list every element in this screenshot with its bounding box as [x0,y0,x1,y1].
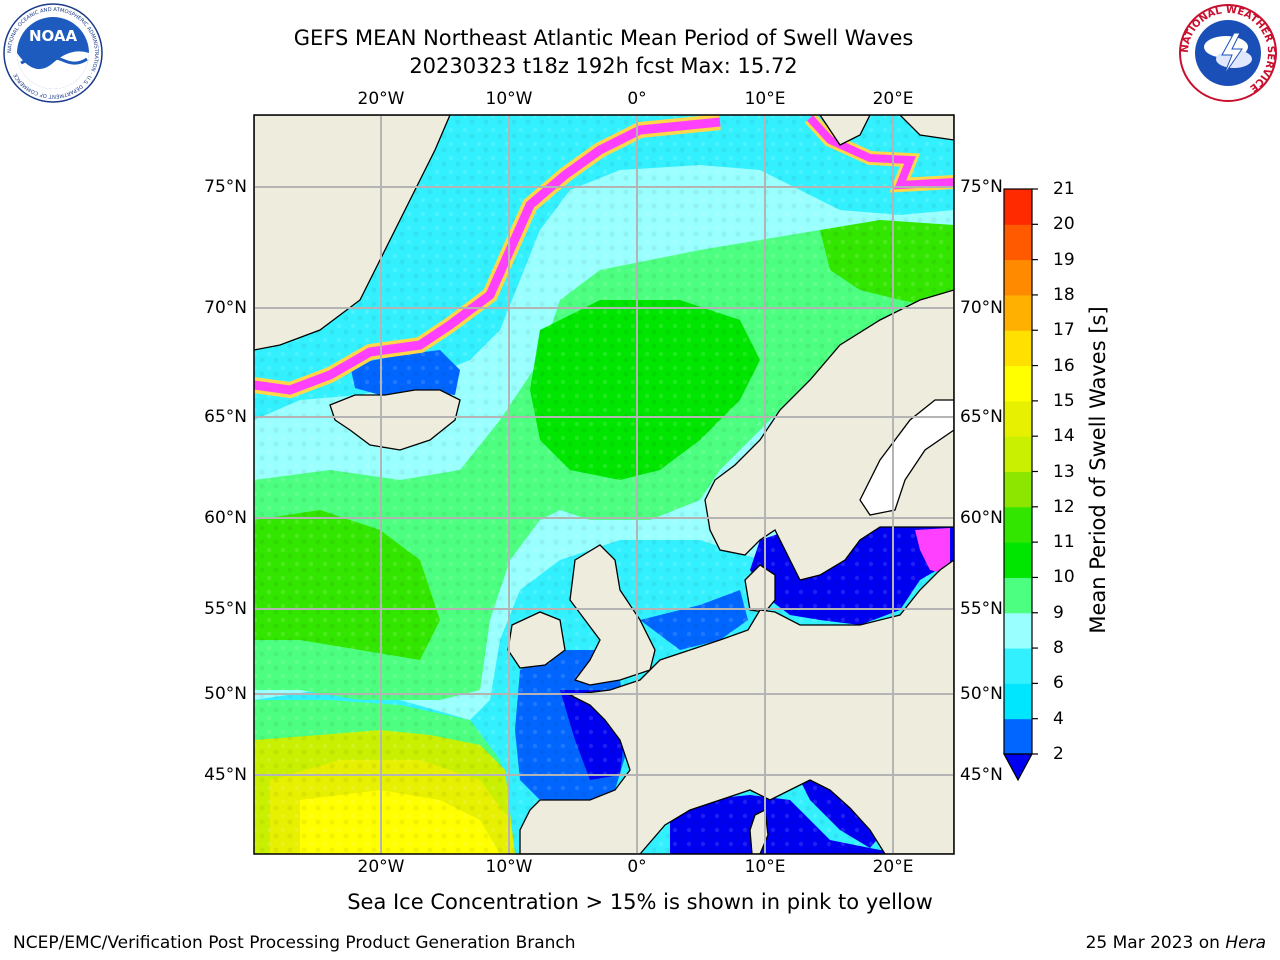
colorbar-segment [1004,612,1032,649]
colorbar-tick-label: 10 [1053,567,1075,588]
map-graticule [254,115,954,854]
footer-date: 25 Mar 2023 on Hera [1086,933,1266,953]
colorbar-segment [1004,648,1032,684]
lon-label-top-20e: 20°E [872,89,914,109]
lat-label-right-70n: 70°N [960,298,1003,318]
lat-label-left-70n: 70°N [204,298,247,318]
colorbar-segment [1004,189,1032,225]
lat-label-right-45n: 45°N [960,765,1003,785]
lon-label-top-10e: 10°E [744,89,786,109]
map-plot-area [254,115,954,854]
colorbar-tick-label: 2 [1053,744,1064,764]
lat-label-left-55n: 55°N [204,599,247,619]
colorbar-tick-label: 15 [1053,390,1075,411]
map-frame [253,114,955,855]
lat-label-right-50n: 50°N [960,684,1003,704]
colorbar-tick-label: 12 [1053,496,1075,517]
land-masses [254,115,954,854]
lon-label-top-20w: 20°W [357,89,405,109]
land-continental-europe [519,559,954,854]
lon-label-bottom-0: 0° [627,857,647,877]
lat-label-left-60n: 60°N [204,508,247,528]
sea-ice-bothnia [915,528,950,575]
lat-label-right-65n: 65°N [960,407,1003,427]
colorbar-segment [1004,224,1032,261]
noaa-logo: NOAA NATIONAL OCEANIC AND ATMOSPHERIC AD… [3,3,103,103]
lat-label-left-50n: 50°N [204,684,247,704]
colorbar-tick-label: 9 [1053,602,1064,623]
colorbar-under-triangle [1002,753,1034,782]
lat-label-left-75n: 75°N [204,177,247,197]
colorbar-tick-label: 21 [1053,179,1075,199]
sea-ice-note: Sea Ice Concentration > 15% is shown in … [347,890,933,914]
colorbar-tick-label: 17 [1053,320,1075,341]
colorbar-segment [1004,577,1032,614]
colorbar-segment [1004,436,1032,472]
colorbar-segment [1004,365,1032,402]
colorbar-segment [1004,683,1032,720]
nws-logo: NATIONAL WEATHER SERVICE [1179,4,1277,102]
lat-label-left-45n: 45°N [204,765,247,785]
colorbar-segment [1004,400,1032,437]
colorbar-segment [1004,259,1032,296]
colorbar-tick-label: 8 [1053,638,1064,659]
footer-credit: NCEP/EMC/Verification Post Processing Pr… [13,933,576,953]
colorbar [1002,188,1038,782]
lon-label-top-0: 0° [627,89,647,109]
sea-ice-edge-greenland-inner [254,117,721,395]
colorbar-tick-label: 11 [1053,532,1075,553]
sea-ice-edge-svalbard-inner [807,115,954,190]
land-gulf-bothnia-water [859,399,954,516]
colorbar-segment [1004,542,1032,578]
lon-label-bottom-10e: 10°E [744,857,786,877]
colorbar-tick-label: 6 [1053,673,1064,694]
chart-subtitle-date: 20230323 t18z 192h fcst Max: 15.72 [409,54,798,78]
colorbar-tick-label: 4 [1053,708,1064,729]
land-svalbard-east [899,115,954,141]
colorbar-tick-label: 13 [1053,461,1075,482]
land-iceland [329,389,461,451]
colorbar-tick-label: 14 [1053,426,1075,447]
lat-label-right-55n: 55°N [960,599,1003,619]
land-britain [569,544,656,686]
lon-label-bottom-20e: 20°E [872,857,914,877]
footer-host: Hera [1225,933,1266,953]
colorbar-segment [1004,471,1032,508]
colorbar-tick-label: 18 [1053,284,1075,305]
lat-label-right-60n: 60°N [960,508,1003,528]
colorbar-tick-label: 20 [1053,214,1075,235]
lon-label-bottom-10w: 10°W [485,857,533,877]
lat-label-right-75n: 75°N [960,177,1003,197]
land-svalbard [819,115,871,146]
lon-label-bottom-20w: 20°W [357,857,405,877]
colorbar-segment [1004,330,1032,367]
colorbar-label: Mean Period of Swell Waves [s] [1086,306,1110,634]
footer-date-text: 25 Mar 2023 on [1085,933,1226,953]
colorbar-tick-label: 19 [1053,249,1075,270]
colorbar-tick-label: 16 [1053,355,1075,376]
chart-title: GEFS MEAN Northeast Atlantic Mean Period… [293,26,914,50]
colorbar-segment [1004,506,1032,543]
lon-label-top-10w: 10°W [485,89,533,109]
lat-label-left-65n: 65°N [204,407,247,427]
colorbar-segment [1004,718,1032,755]
colorbar-segment [1004,294,1032,331]
noaa-logo-text: NOAA [29,27,78,45]
